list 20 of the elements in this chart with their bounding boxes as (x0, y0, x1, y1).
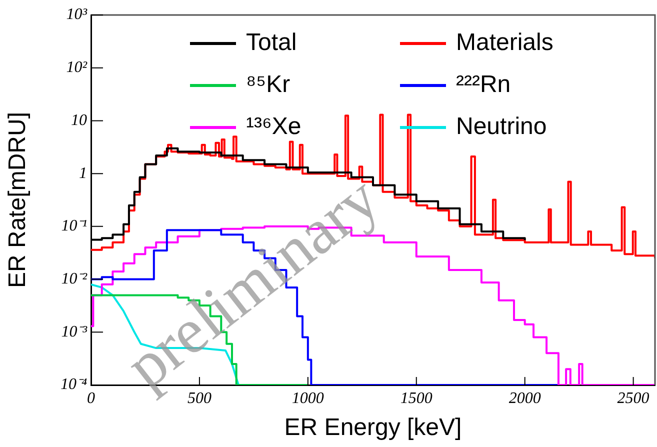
legend-label: ²²²Rn (456, 71, 511, 99)
y-tick-label: 10 (71, 112, 87, 129)
legend-label: Materials (456, 29, 554, 57)
x-axis-title: ER Energy [keV] (284, 414, 462, 442)
y-tick-label: 1 (79, 164, 87, 182)
y-axis-title: ER Rate[mDRU] (4, 112, 32, 288)
y-tick-label: 10⁻⁴ (60, 376, 88, 394)
y-tick-label: 10⁻² (61, 270, 88, 288)
x-tick-label: 0 (87, 390, 95, 407)
legend-label: Total (246, 29, 297, 57)
legend-label: Neutrino (456, 113, 547, 141)
x-tick-label: 2500 (617, 390, 650, 407)
y-tick-label: 10² (66, 59, 88, 76)
y-tick-label: 10³ (66, 6, 88, 24)
legend-label: ¹³⁶Xe (246, 113, 302, 141)
y-tick-label: 10⁻¹ (61, 218, 88, 235)
x-tick-label: 1500 (400, 390, 432, 407)
y-tick-label: 10⁻³ (61, 323, 88, 340)
x-tick-label: 2000 (508, 390, 541, 407)
legend-label: ⁸⁵Kr (246, 71, 290, 99)
